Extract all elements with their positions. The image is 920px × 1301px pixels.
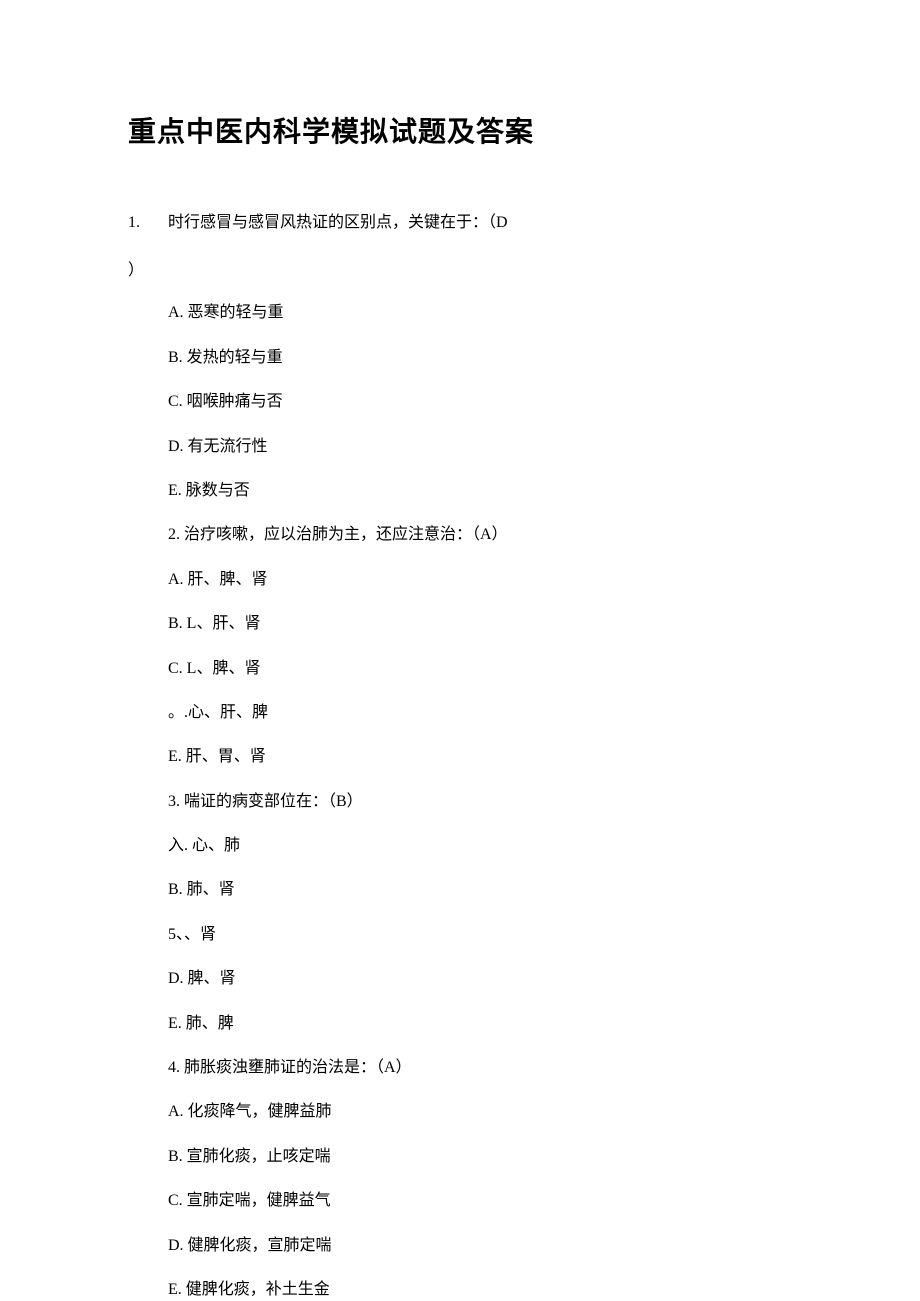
q2-option-e: E. 肝、胃、肾 bbox=[168, 746, 792, 768]
q1-option-a: A. 恶寒的轻与重 bbox=[168, 302, 792, 324]
question-4-stem: 4. 肺胀痰浊壅肺证的治法是：（A） bbox=[168, 1057, 792, 1079]
q4-option-b: B. 宣肺化痰，止咳定喘 bbox=[168, 1146, 792, 1168]
question-2-stem: 2. 治疗咳嗽，应以治肺为主，还应注意治：（A） bbox=[168, 524, 792, 546]
q3-option-c: 5、、肾 bbox=[168, 924, 792, 946]
question-1-text: 时行感冒与感冒风热证的区别点，关键在于：（D bbox=[168, 212, 508, 234]
q4-option-e: E. 健脾化痰，补土生金 bbox=[168, 1279, 792, 1301]
q1-option-d: D. 有无流行性 bbox=[168, 436, 792, 458]
q4-option-c: C. 宣肺定喘，健脾益气 bbox=[168, 1190, 792, 1212]
q2-option-d: 。.心、肝、脾 bbox=[168, 702, 792, 724]
q3-option-a: 入. 心、肺 bbox=[168, 835, 792, 857]
question-1-number: 1. bbox=[128, 212, 168, 234]
question-1-stem: 1. 时行感冒与感冒风热证的区别点，关键在于：（D bbox=[128, 212, 792, 234]
q2-option-a: A. 肝、脾、肾 bbox=[168, 569, 792, 591]
q1-option-e: E. 脉数与否 bbox=[168, 480, 792, 502]
q2-option-c: C. L、脾、肾 bbox=[168, 658, 792, 680]
q4-option-a: A. 化痰降气，健脾益肺 bbox=[168, 1101, 792, 1123]
question-1: 1. 时行感冒与感冒风热证的区别点，关键在于：（D ） bbox=[128, 212, 792, 280]
q3-option-b: B. 肺、肾 bbox=[168, 879, 792, 901]
q4-option-d: D. 健脾化痰，宣肺定喘 bbox=[168, 1235, 792, 1257]
q2-option-b: B. L、肝、肾 bbox=[168, 613, 792, 635]
q1-option-c: C. 咽喉肿痛与否 bbox=[168, 391, 792, 413]
q3-option-e: E. 肺、脾 bbox=[168, 1013, 792, 1035]
question-1-closing: ） bbox=[128, 256, 792, 280]
question-3-stem: 3. 喘证的病变部位在：（B） bbox=[168, 791, 792, 813]
q1-option-b: B. 发热的轻与重 bbox=[168, 347, 792, 369]
document-title: 重点中医内科学模拟试题及答案 bbox=[128, 110, 792, 150]
q3-option-d: D. 脾、肾 bbox=[168, 968, 792, 990]
options-container: A. 恶寒的轻与重 B. 发热的轻与重 C. 咽喉肿痛与否 D. 有无流行性 E… bbox=[128, 302, 792, 1301]
